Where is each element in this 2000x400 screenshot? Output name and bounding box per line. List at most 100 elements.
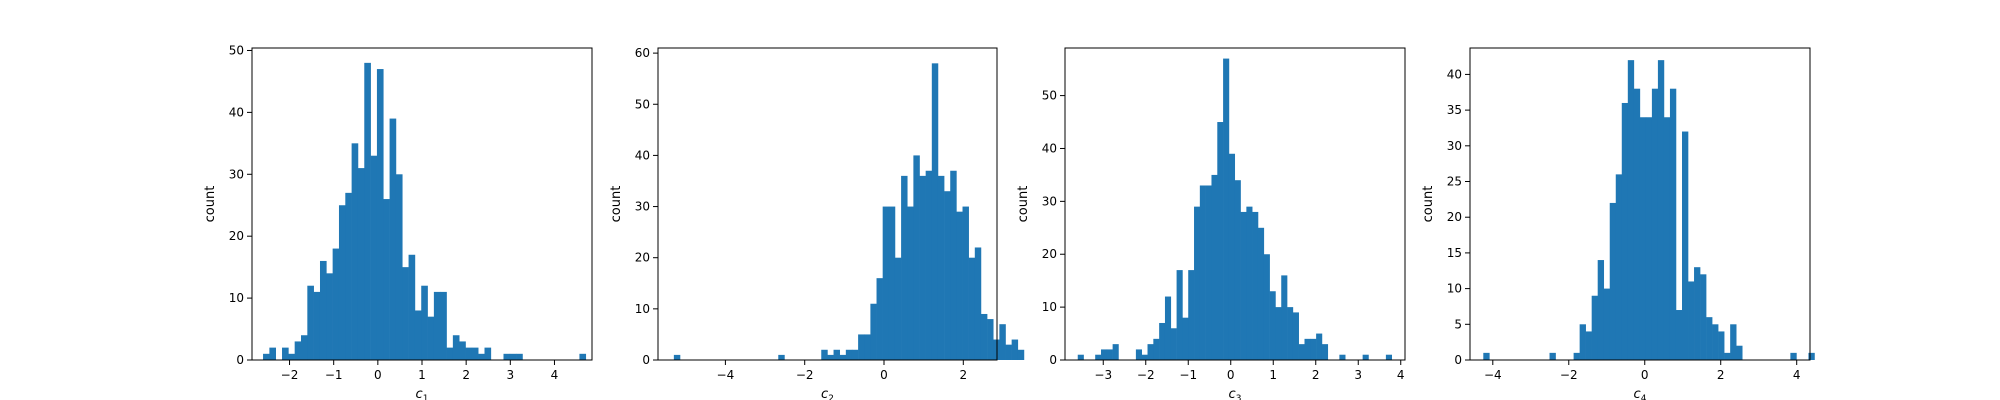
histogram-bar (1223, 58, 1230, 360)
histogram-bar (263, 353, 270, 360)
y-tick-label: 30 (229, 167, 244, 181)
histogram-bar (269, 347, 276, 360)
histogram-bar (389, 118, 397, 360)
histogram-bar (1153, 338, 1160, 360)
y-tick-label: 30 (1042, 194, 1057, 208)
histogram-bar (1176, 270, 1183, 360)
histogram-bar (478, 353, 485, 360)
histogram-bar (1736, 345, 1743, 360)
histogram-bar (913, 155, 920, 360)
x-tick-label: −2 (796, 368, 814, 382)
histogram-bar (446, 347, 454, 360)
histogram-bar (301, 335, 308, 360)
histogram-bar (408, 254, 416, 360)
y-tick-label: 35 (1447, 103, 1462, 117)
y-tick-label: 10 (1447, 282, 1462, 296)
x-axis-label: c2 (821, 387, 834, 400)
histogram-bar (1234, 180, 1241, 360)
histogram-bar (974, 247, 982, 360)
x-tick-label: 2 (1717, 368, 1725, 382)
x-tick-label: 3 (1354, 368, 1362, 382)
histogram-bar (851, 349, 859, 360)
y-tick-label: 0 (1049, 353, 1057, 367)
histogram-bar (1017, 349, 1025, 360)
histogram-bar (1321, 344, 1329, 360)
histogram-bar (1706, 317, 1713, 360)
histogram-bar (1135, 349, 1142, 360)
histogram-bar (1170, 328, 1177, 360)
histogram-bar (858, 334, 865, 360)
histogram-bar (357, 168, 365, 360)
histogram-bar (414, 310, 422, 360)
x-tick-label: 0 (880, 368, 888, 382)
histogram-bar (778, 354, 785, 360)
x-tick-label: 0 (1641, 368, 1649, 382)
histogram-bar (962, 206, 969, 360)
histogram-bar (1573, 352, 1580, 360)
y-tick-label: 10 (635, 302, 650, 316)
y-axis-label: count (203, 186, 218, 223)
histogram-bar (1790, 352, 1797, 360)
histogram-bar (1627, 60, 1635, 360)
histogram-bar (1633, 88, 1641, 360)
histogram-bar (1199, 185, 1206, 360)
y-tick-label: 30 (1447, 139, 1462, 153)
histogram-bar (1310, 338, 1317, 360)
axes-frame (657, 47, 998, 361)
histogram-bar (1147, 344, 1154, 360)
x-axis-label: c1 (416, 387, 429, 400)
histogram-bar (907, 206, 914, 360)
histogram-bar (1639, 117, 1647, 360)
histogram-bar (1597, 260, 1605, 360)
histogram-bar (1549, 352, 1556, 360)
histogram-bar (944, 191, 951, 360)
y-tick-label: 5 (1454, 317, 1462, 331)
histogram-bar (1579, 324, 1586, 360)
histogram-bar (319, 260, 327, 360)
y-tick-label: 40 (1042, 141, 1057, 155)
x-tick-label: 4 (551, 368, 559, 382)
histogram-bar (433, 291, 441, 360)
histogram-bar (1718, 331, 1725, 360)
histogram-bar (1385, 354, 1392, 360)
histogram-bar (1339, 354, 1346, 360)
y-tick-label: 40 (229, 105, 244, 119)
histogram-bar (950, 170, 957, 360)
y-tick-label: 0 (642, 353, 650, 367)
histogram-bar (827, 354, 834, 360)
bars (1077, 58, 1392, 360)
histogram-bar (1141, 354, 1148, 360)
histogram-bar (999, 324, 1006, 360)
histogram-bar (987, 319, 994, 360)
y-tick-label: 40 (635, 148, 650, 162)
histogram-bar (1808, 352, 1815, 360)
y-tick-label: 60 (635, 46, 650, 60)
histogram-bar (1257, 227, 1265, 360)
histogram-bar (968, 257, 976, 360)
histogram-bar (1005, 344, 1012, 360)
y-axis-label: count (1016, 186, 1031, 223)
x-tick-label: −2 (281, 368, 299, 382)
histogram-bar (313, 291, 321, 360)
x-tick-label: 1 (418, 368, 426, 382)
x-tick-label: 0 (1227, 368, 1235, 382)
histogram-bar (673, 354, 681, 360)
y-tick-label: 20 (635, 251, 650, 265)
histogram-bar (376, 69, 384, 361)
histogram-bar (1682, 131, 1689, 360)
y-tick-label: 20 (229, 229, 244, 243)
bars (263, 62, 587, 361)
histogram-bar (1700, 274, 1707, 360)
x-tick-label: 4 (1397, 368, 1405, 382)
x-tick-label: 1 (1269, 368, 1277, 382)
histogram-bar (1011, 339, 1019, 360)
histogram-bar (980, 313, 988, 360)
y-tick-label: 50 (1042, 89, 1057, 103)
histogram-bar (383, 199, 390, 360)
y-tick-label: 40 (1447, 67, 1462, 81)
histogram-bar (1246, 206, 1253, 360)
histogram-bar (345, 192, 352, 360)
histogram-bar (465, 347, 473, 360)
